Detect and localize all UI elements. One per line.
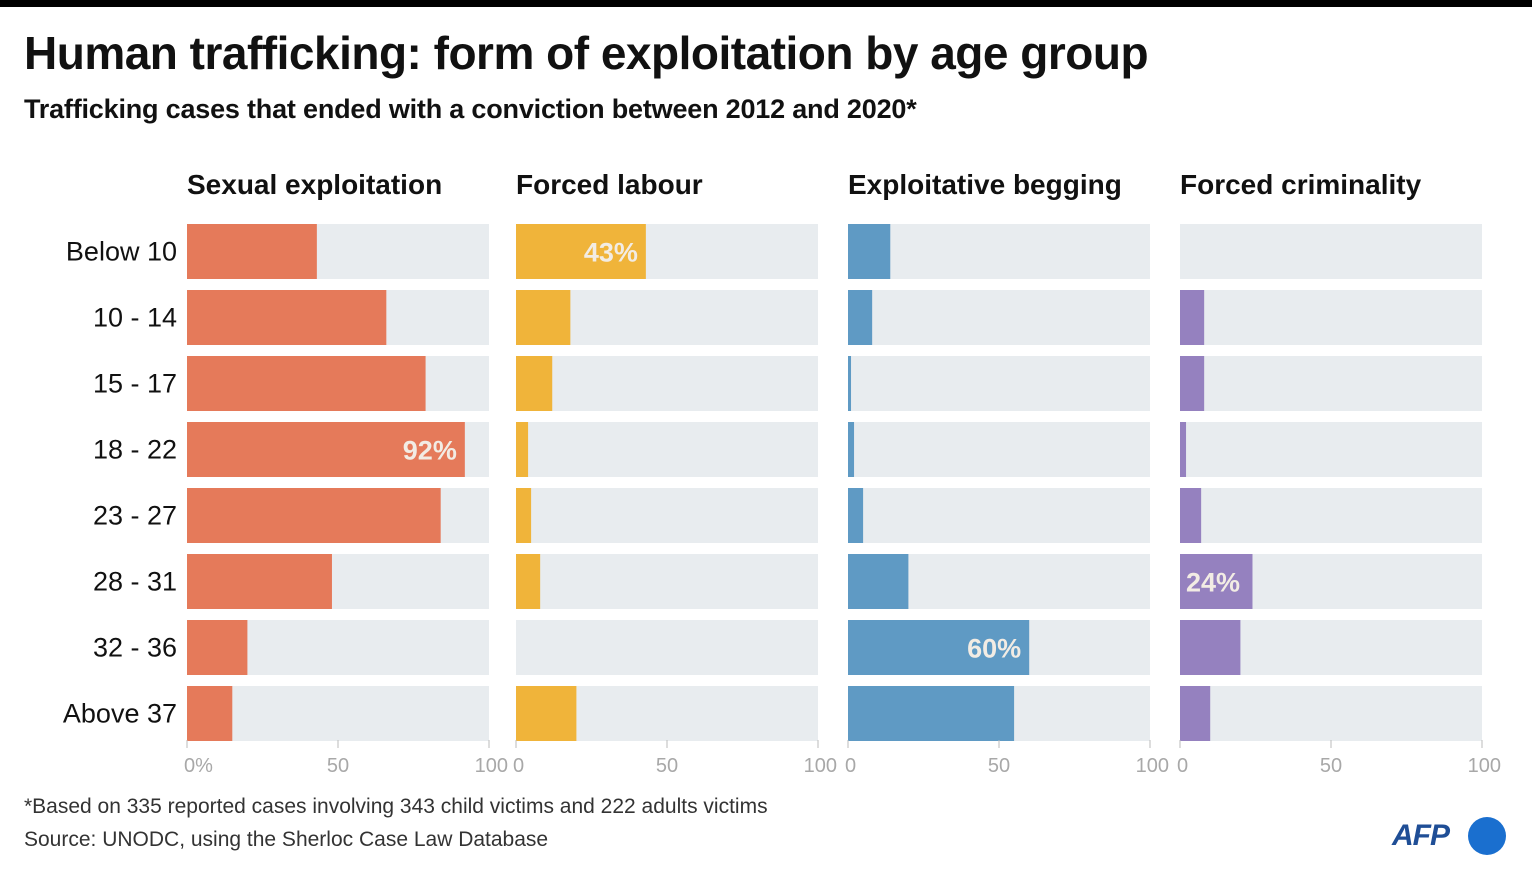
panel-title: Exploitative begging <box>848 169 1122 200</box>
tick-label: 100 <box>804 755 837 777</box>
bar-track <box>1180 422 1482 477</box>
bar-track <box>516 620 818 675</box>
afp-logo: AFP <box>1392 815 1512 859</box>
bar <box>187 290 387 345</box>
tick-label: 100 <box>475 755 508 777</box>
bar-track <box>516 356 818 411</box>
chart-subtitle: Trafficking cases that ended with a conv… <box>24 94 917 124</box>
category-label: Above 37 <box>63 699 177 729</box>
bar <box>848 224 891 279</box>
data-label: 43% <box>584 238 638 268</box>
tick-label: 50 <box>327 755 349 777</box>
tick-label: 50 <box>988 755 1010 777</box>
tick-label: 0 <box>1177 755 1188 777</box>
bar-track <box>1180 290 1482 345</box>
chart-title: Human trafficking: form of exploitation … <box>24 27 1149 79</box>
bar <box>1180 620 1241 675</box>
panel-title: Forced criminality <box>1180 169 1422 200</box>
bar-track <box>187 686 489 741</box>
bar <box>187 356 426 411</box>
category-label: 32 - 36 <box>93 633 177 663</box>
category-label: 15 - 17 <box>93 369 177 399</box>
bar-track <box>1180 686 1482 741</box>
data-label: 60% <box>967 634 1021 664</box>
bar-track <box>1180 488 1482 543</box>
bar <box>187 488 441 543</box>
bar <box>1180 422 1187 477</box>
bar <box>1180 554 1253 609</box>
tick-label: 100 <box>1136 755 1169 777</box>
bar <box>848 488 864 543</box>
tick-label: 0% <box>184 755 213 777</box>
bar <box>187 224 317 279</box>
bar <box>848 356 852 411</box>
bar <box>516 224 646 279</box>
category-label: 18 - 22 <box>93 435 177 465</box>
source-note: Source: UNODC, using the Sherloc Case La… <box>24 828 549 851</box>
bar <box>516 422 529 477</box>
bar-track <box>1180 224 1482 279</box>
category-label: 10 - 14 <box>93 303 177 333</box>
bar <box>1180 356 1205 411</box>
tick-label: 50 <box>1320 755 1342 777</box>
category-label: 23 - 27 <box>93 501 177 531</box>
category-label: 28 - 31 <box>93 567 177 597</box>
data-label: 24% <box>1186 568 1240 598</box>
top-rule <box>0 0 1532 7</box>
panel-title: Sexual exploitation <box>187 169 442 200</box>
footnote: *Based on 335 reported cases involving 3… <box>24 795 768 818</box>
bar <box>516 554 541 609</box>
bar-track <box>848 290 1150 345</box>
panel-title: Forced labour <box>516 169 703 200</box>
bar-track <box>516 488 818 543</box>
bar <box>1180 686 1211 741</box>
bar <box>516 488 532 543</box>
bar <box>516 356 553 411</box>
tick-label: 100 <box>1468 755 1501 777</box>
bar <box>187 554 332 609</box>
bar <box>1180 290 1205 345</box>
data-label: 92% <box>403 436 457 466</box>
bar <box>848 554 909 609</box>
bar <box>187 686 233 741</box>
bar <box>187 422 465 477</box>
bar <box>187 620 248 675</box>
bar-track <box>848 422 1150 477</box>
bar <box>848 686 1015 741</box>
bar-track <box>516 554 818 609</box>
bar <box>848 422 855 477</box>
tick-label: 0 <box>845 755 856 777</box>
bar-track <box>848 356 1150 411</box>
bar <box>848 620 1030 675</box>
bar <box>516 686 577 741</box>
bar <box>848 290 873 345</box>
bar-track <box>848 224 1150 279</box>
bar <box>516 290 571 345</box>
bar-track <box>848 488 1150 543</box>
bar-track <box>516 422 818 477</box>
logo-text: AFP <box>1392 819 1450 852</box>
tick-label: 0 <box>513 755 524 777</box>
tick-label: 50 <box>656 755 678 777</box>
bar-track <box>1180 356 1482 411</box>
bar <box>1180 488 1202 543</box>
logo-dot-icon <box>1468 817 1506 855</box>
chart: Below 10 10 - 14 15 - 17 18 - 22 23 - 27 28 -… <box>63 169 1501 777</box>
category-label: Below 10 <box>66 237 177 267</box>
